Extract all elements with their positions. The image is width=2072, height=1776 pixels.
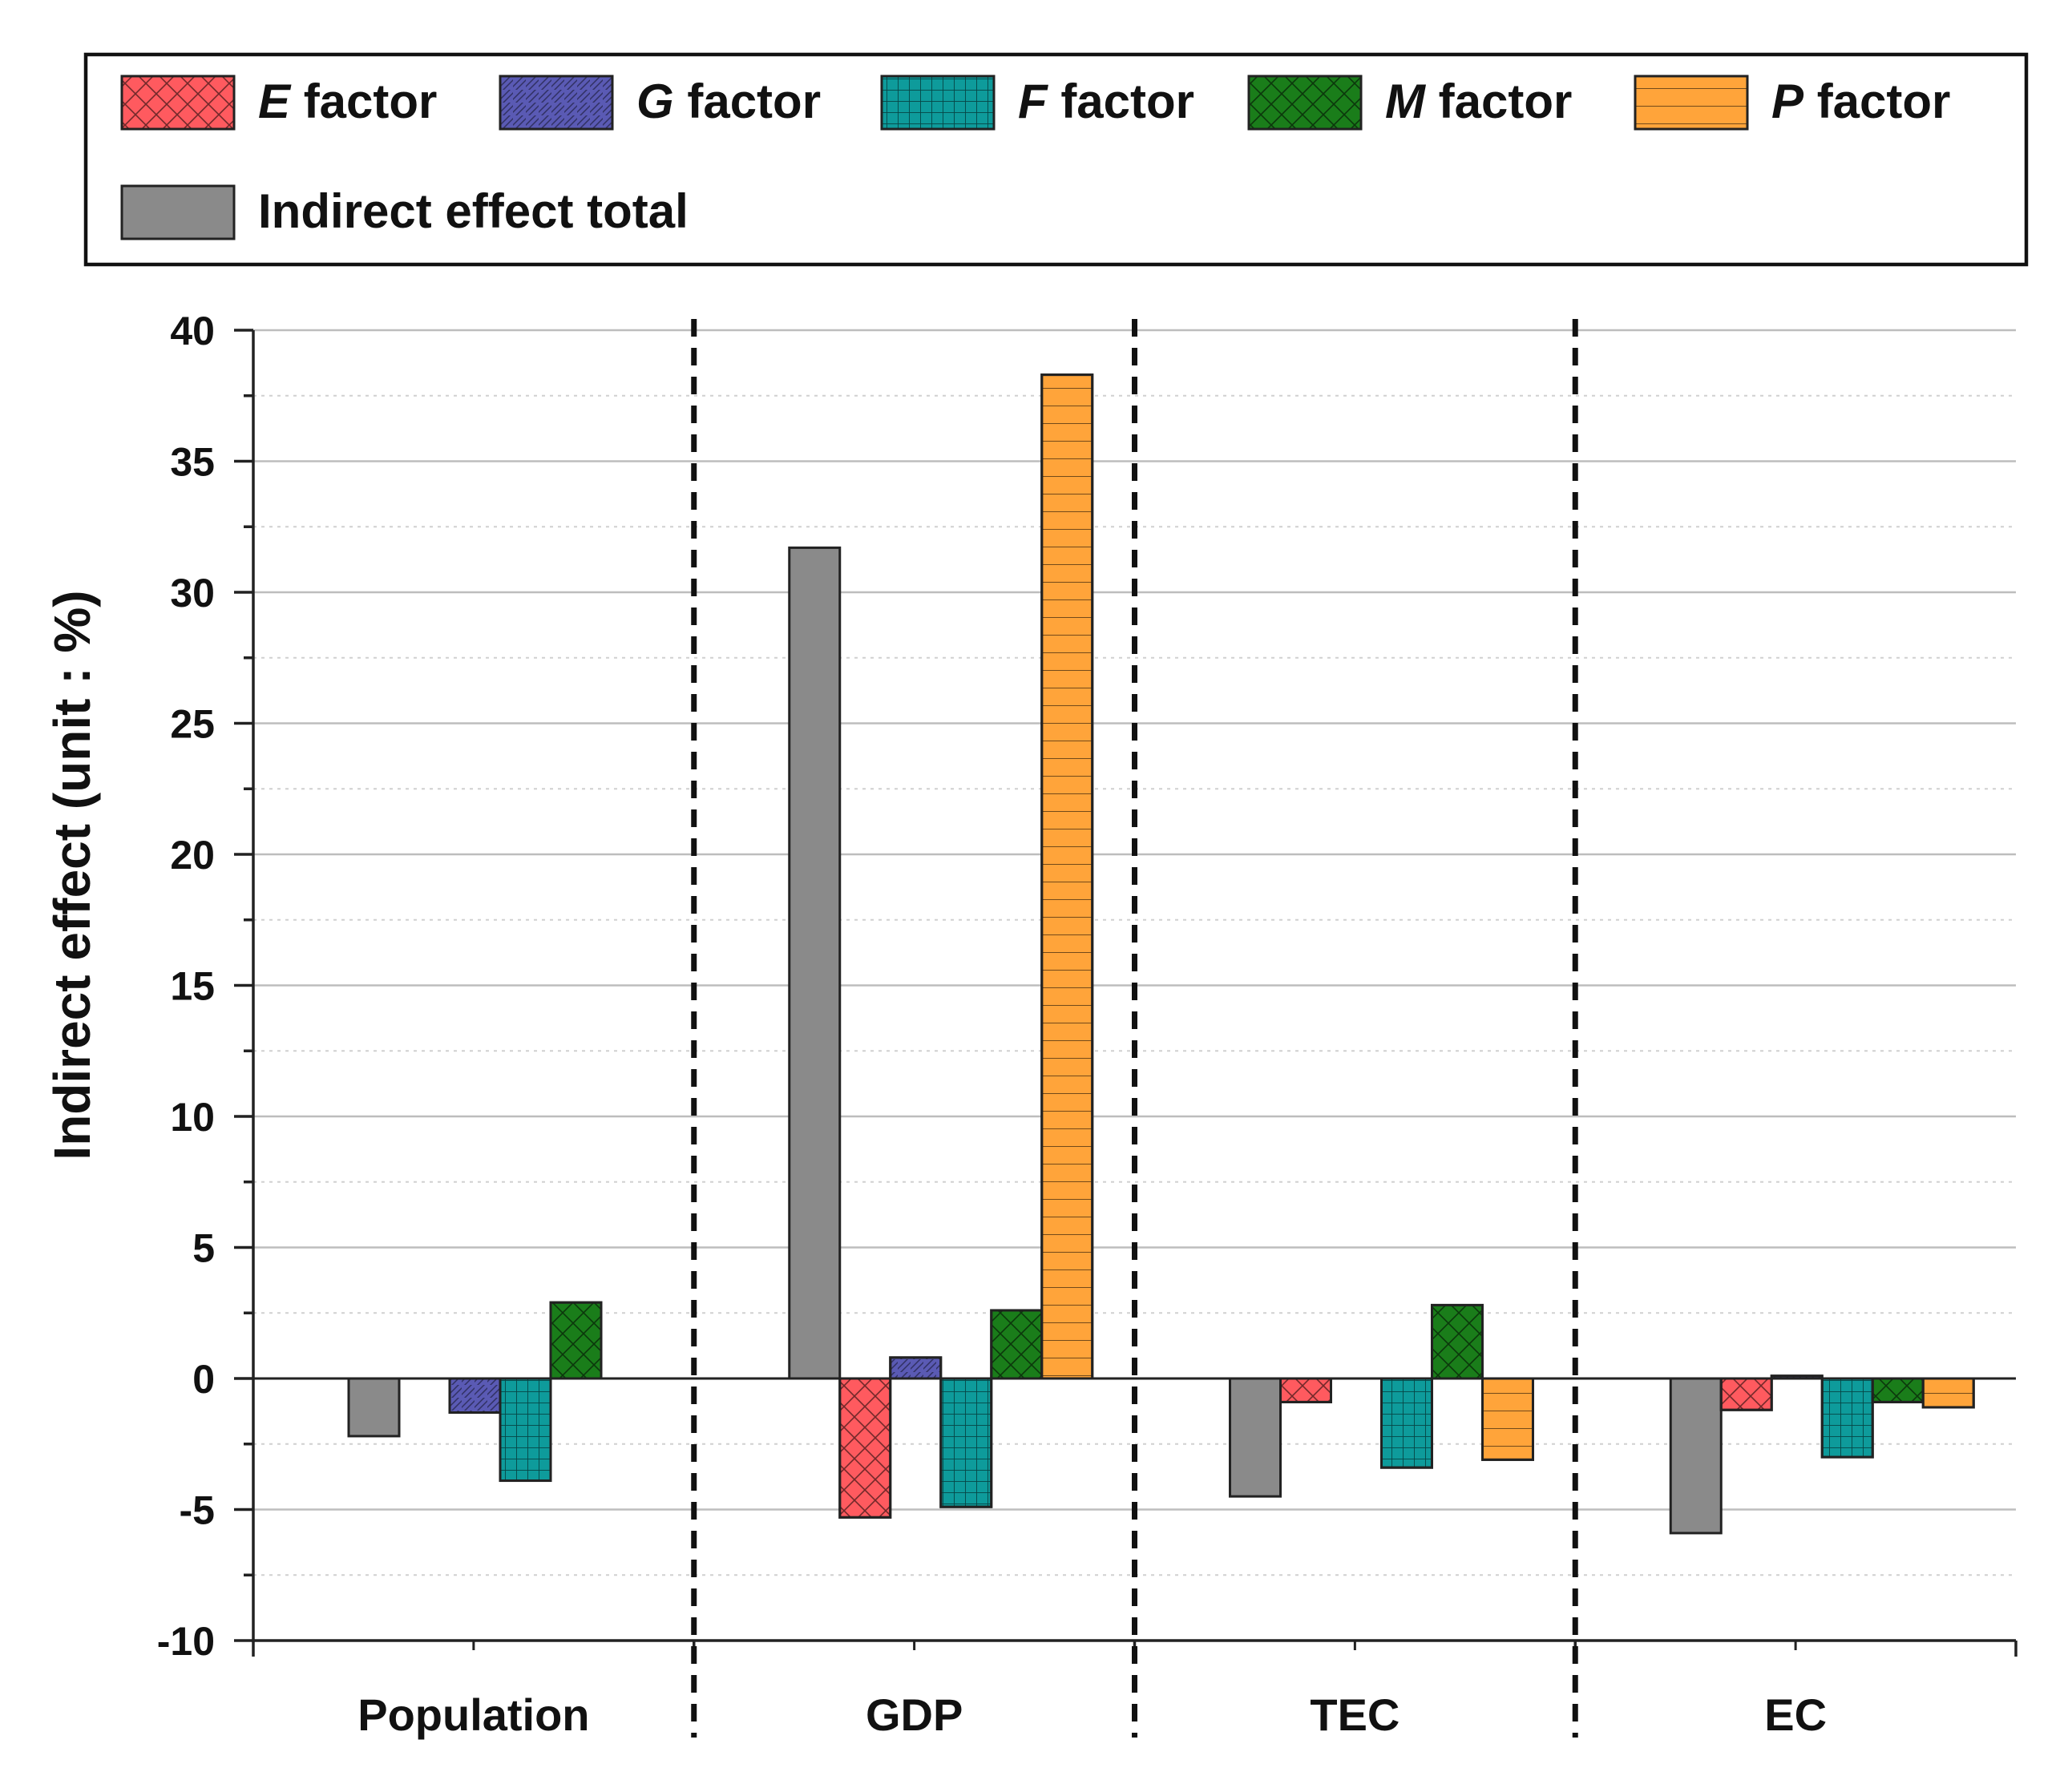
bar-f-ec-pattern [1820, 1377, 1874, 1459]
y-tick-label: 25 [170, 702, 215, 747]
bar-m-ec-pattern [1871, 1377, 1925, 1403]
legend-label-g: G factor [636, 75, 821, 128]
bar-f-population-pattern [499, 1377, 552, 1483]
bar-total-tec [1229, 1377, 1282, 1498]
bar-m-tec-pattern [1431, 1303, 1484, 1380]
y-axis-title: Indirect effect (unit : %) [43, 590, 101, 1160]
legend-swatch-m-pattern [1247, 75, 1363, 131]
bar-m-population-pattern [549, 1301, 603, 1380]
x-category-label: EC [1764, 1689, 1827, 1740]
bar-e-gdp-pattern [838, 1377, 892, 1519]
legend-swatch-e-pattern [120, 75, 236, 131]
y-tick-label: 0 [192, 1357, 215, 1402]
y-tick-label: 5 [192, 1226, 215, 1271]
bar-p-ec-pattern [1921, 1377, 1975, 1409]
bar-m-gdp-pattern [990, 1309, 1044, 1380]
bar-e-ec-pattern [1719, 1377, 1773, 1411]
y-tick-label: 10 [170, 1095, 215, 1140]
legend-label-total: Indirect effect total [258, 184, 689, 238]
bar-e-tec-pattern [1279, 1377, 1332, 1403]
legend-label-m: M factor [1385, 75, 1572, 128]
bar-g-gdp-pattern [889, 1356, 943, 1380]
bar-g-population-pattern [448, 1377, 502, 1415]
axes: -10 -5 0 5 10 15 20 25 30 35 40 Population GDP TEC EC I… [43, 309, 2017, 1740]
y-tick-label: 20 [170, 833, 215, 878]
bar-p-tec-pattern [1481, 1377, 1534, 1461]
bar-total-ec [1669, 1377, 1723, 1535]
legend-swatch-total [120, 184, 236, 240]
y-tick-label: 30 [170, 571, 215, 616]
legend-label-e: E factor [258, 75, 437, 128]
bars [347, 373, 1975, 1535]
bar-total-gdp [788, 546, 842, 1380]
legend-label-p: P factor [1771, 75, 1950, 128]
y-tick-label: 15 [170, 964, 215, 1009]
legend-swatch-p-pattern [1634, 75, 1749, 131]
legend-swatch-g-pattern [499, 75, 614, 131]
y-tick-label: -5 [180, 1488, 215, 1533]
y-tick-label: -10 [157, 1619, 215, 1664]
x-category-label: GDP [866, 1689, 963, 1740]
legend: E factor G factor F factor M factor P factor… [83, 52, 2029, 267]
bar-f-tec-pattern [1380, 1377, 1433, 1469]
bar-p-gdp-pattern [1040, 373, 1094, 1380]
y-tick-label: 35 [170, 440, 215, 485]
y-tick-label: 40 [170, 309, 215, 353]
x-category-label: Population [357, 1689, 589, 1740]
bar-total-population [347, 1377, 401, 1438]
bar-f-gdp-pattern [939, 1377, 993, 1508]
x-category-label: TEC [1310, 1689, 1400, 1740]
legend-label-f: F factor [1018, 75, 1194, 128]
legend-swatch-f-pattern [880, 75, 996, 131]
